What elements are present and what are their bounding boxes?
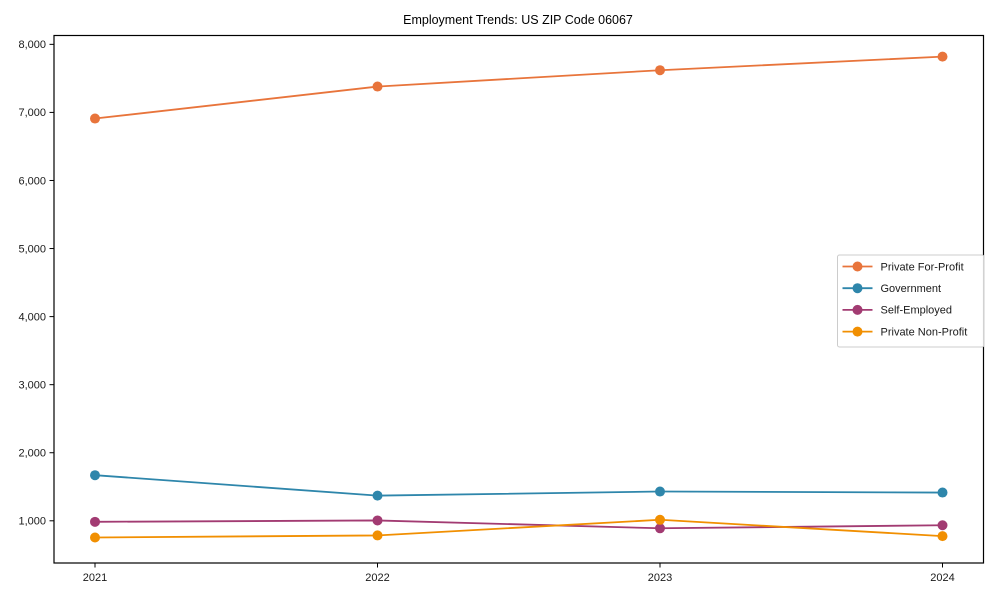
data-point-private-non-profit-2024 xyxy=(937,531,948,542)
legend-marker-icon xyxy=(852,304,863,315)
data-point-self-employed-2023 xyxy=(655,523,665,534)
x-tick-label: 2024 xyxy=(930,572,954,584)
chart-title: Employment Trends: US ZIP Code 06067 xyxy=(403,13,633,27)
data-point-private-non-profit-2023 xyxy=(655,514,665,525)
data-point-self-employed-2022 xyxy=(372,515,383,526)
data-point-private-for-profit-2022 xyxy=(372,81,383,92)
legend-label-private-for-profit: Private For-Profit xyxy=(881,261,964,273)
y-tick-label: 1,000 xyxy=(18,516,46,528)
data-point-self-employed-2024 xyxy=(937,520,948,531)
series-line-private-for-profit xyxy=(94,55,943,120)
data-point-private-non-profit-2022 xyxy=(372,530,383,541)
legend-label-self-employed: Self-Employed xyxy=(881,305,953,317)
data-point-government-2024 xyxy=(937,487,948,498)
y-tick-label: 7,000 xyxy=(18,107,46,119)
plot-area: 1,000 2,000 3,000 4,000 5,000 6,000 7,000 8,000… xyxy=(18,34,985,584)
legend-label-private-non-profit: Private Non-Profit xyxy=(881,326,968,338)
legend-label-government: Government xyxy=(881,283,942,295)
series-line-government xyxy=(94,474,943,497)
data-point-private-for-profit-2024 xyxy=(937,51,948,62)
y-tick-label: 5,000 xyxy=(18,243,46,255)
series-line-private-non-profit xyxy=(94,518,943,539)
legend-marker-icon xyxy=(852,283,863,294)
y-tick-label: 4,000 xyxy=(18,311,46,323)
data-point-government-2023 xyxy=(655,486,665,497)
y-tick-label: 6,000 xyxy=(18,175,46,187)
x-tick-label: 2021 xyxy=(83,572,107,584)
data-point-government-2022 xyxy=(372,490,383,501)
data-point-private-for-profit-2023 xyxy=(655,65,665,76)
x-tick-label: 2022 xyxy=(365,572,389,584)
legend-marker-icon xyxy=(852,326,863,337)
y-tick-label: 2,000 xyxy=(18,448,46,460)
data-point-self-employed-2021 xyxy=(90,516,100,527)
y-tick-label: 8,000 xyxy=(18,39,46,51)
x-tick-label: 2023 xyxy=(648,572,672,584)
data-point-private-non-profit-2021 xyxy=(90,532,100,543)
series-line-self-employed xyxy=(94,519,943,530)
data-point-private-for-profit-2021 xyxy=(90,113,100,124)
y-tick-label: 3,000 xyxy=(18,379,46,391)
data-point-government-2021 xyxy=(90,470,100,481)
legend-box xyxy=(837,254,985,348)
legend-marker-icon xyxy=(852,261,863,272)
